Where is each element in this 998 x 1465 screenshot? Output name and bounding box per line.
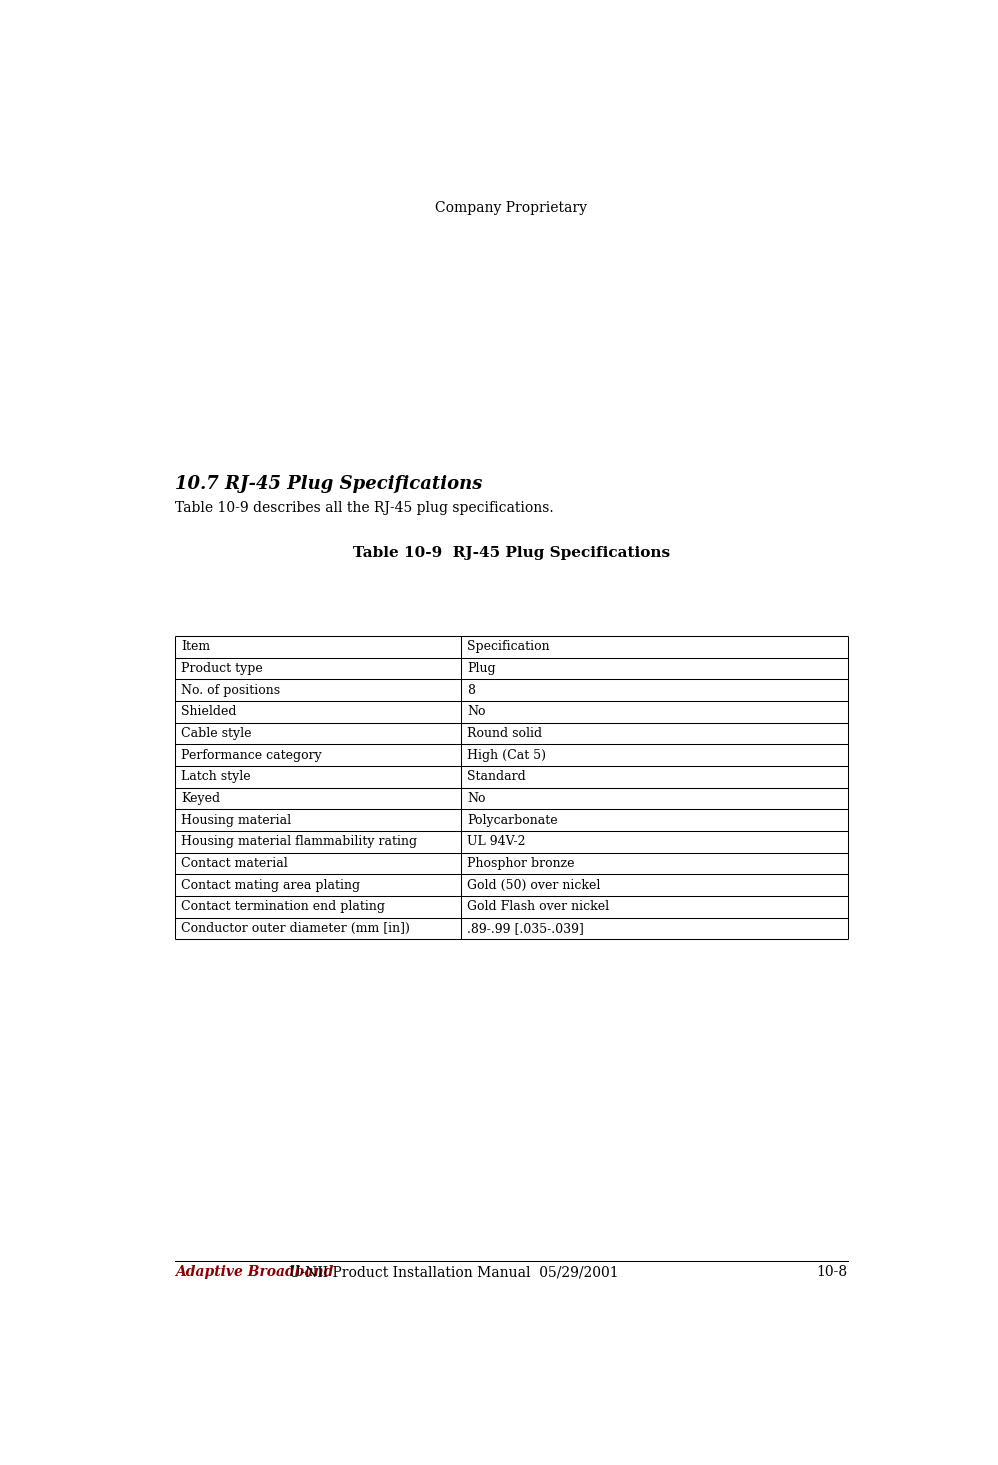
Text: Contact material: Contact material — [182, 857, 288, 870]
Text: Product type: Product type — [182, 662, 262, 675]
Text: Shielded: Shielded — [182, 705, 237, 718]
Text: 10.7 RJ-45 Plug Specifications: 10.7 RJ-45 Plug Specifications — [175, 475, 482, 492]
Text: No. of positions: No. of positions — [182, 684, 280, 697]
Text: No: No — [467, 705, 486, 718]
Text: 10-8: 10-8 — [816, 1266, 848, 1279]
Text: Adaptive Broadband: Adaptive Broadband — [175, 1266, 333, 1279]
Text: U-NII Product Installation Manual  05/29/2001: U-NII Product Installation Manual 05/29/… — [289, 1266, 619, 1279]
Text: Housing material: Housing material — [182, 813, 291, 826]
Text: Item: Item — [182, 640, 211, 653]
Text: Latch style: Latch style — [182, 771, 250, 784]
Text: Contact termination end plating: Contact termination end plating — [182, 901, 385, 913]
Text: Contact mating area plating: Contact mating area plating — [182, 879, 360, 892]
Text: Specification: Specification — [467, 640, 550, 653]
Text: Table 10-9  RJ-45 Plug Specifications: Table 10-9 RJ-45 Plug Specifications — [353, 546, 670, 560]
Text: Table 10-9 describes all the RJ-45 plug specifications.: Table 10-9 describes all the RJ-45 plug … — [175, 501, 554, 514]
Text: Polycarbonate: Polycarbonate — [467, 813, 558, 826]
Text: High (Cat 5): High (Cat 5) — [467, 749, 546, 762]
Text: Housing material flammability rating: Housing material flammability rating — [182, 835, 417, 848]
Text: Round solid: Round solid — [467, 727, 543, 740]
Text: No: No — [467, 793, 486, 804]
Text: Gold (50) over nickel: Gold (50) over nickel — [467, 879, 601, 892]
Text: Gold Flash over nickel: Gold Flash over nickel — [467, 901, 610, 913]
Text: Plug: Plug — [467, 662, 496, 675]
Text: Keyed: Keyed — [182, 793, 221, 804]
Text: 8: 8 — [467, 684, 475, 697]
Text: .89-.99 [.035-.039]: .89-.99 [.035-.039] — [467, 921, 584, 935]
Text: Conductor outer diameter (mm [in]): Conductor outer diameter (mm [in]) — [182, 921, 410, 935]
Text: Cable style: Cable style — [182, 727, 251, 740]
Text: Standard: Standard — [467, 771, 526, 784]
Text: UL 94V-2: UL 94V-2 — [467, 835, 526, 848]
Text: Phosphor bronze: Phosphor bronze — [467, 857, 575, 870]
Text: Performance category: Performance category — [182, 749, 322, 762]
Text: Company Proprietary: Company Proprietary — [435, 201, 588, 214]
